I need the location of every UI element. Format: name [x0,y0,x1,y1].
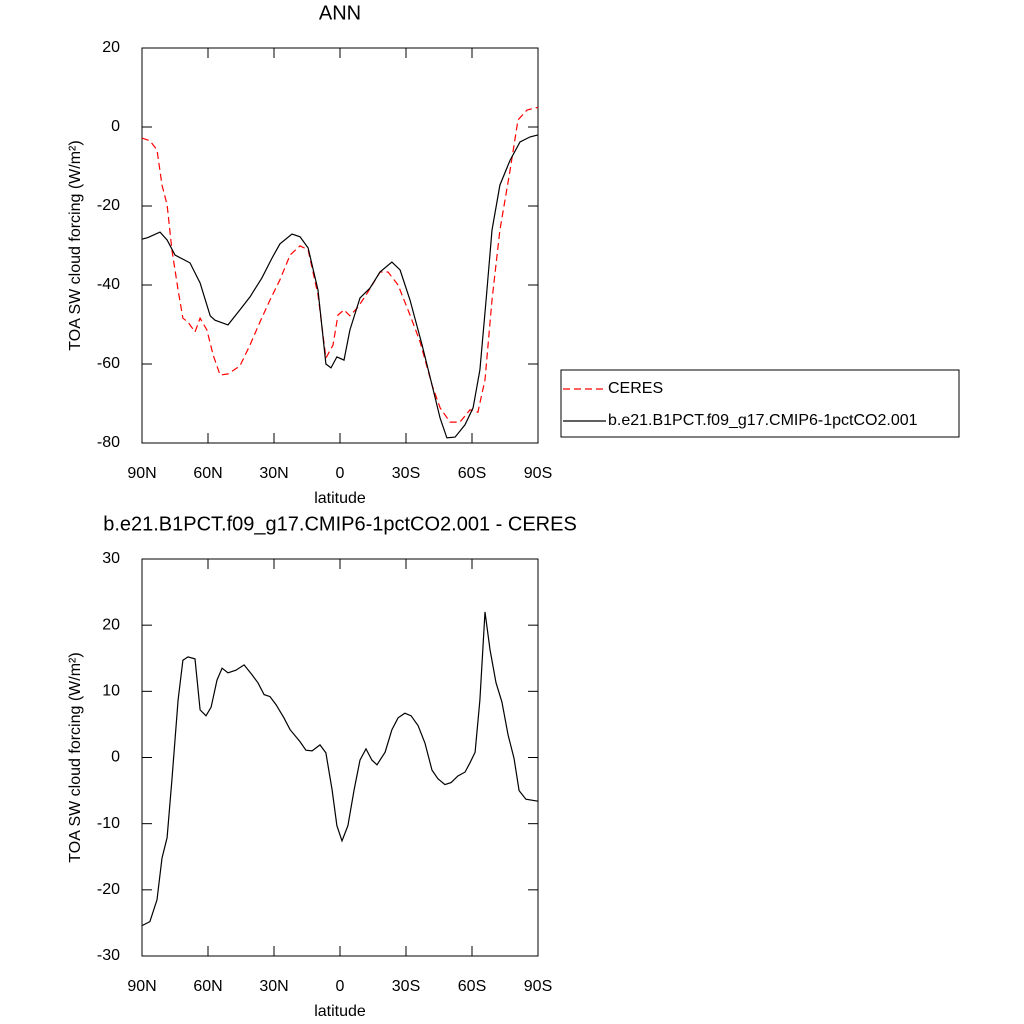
y-tick-label: 10 [102,683,120,700]
plot-frame [141,558,539,957]
x-tick-label: 90S [524,465,552,482]
data-line [141,106,539,423]
chart-title: ANN [319,2,361,24]
x-tick-label: 0 [336,978,345,995]
y-tick-label: 0 [111,749,120,766]
data-line [141,611,539,927]
data-line [141,134,539,439]
x-tick-label: 60N [193,978,222,995]
x-tick-label: 0 [336,465,345,482]
y-tick-label: -20 [97,881,120,898]
x-tick-label: 90N [127,978,156,995]
y-tick-label: -40 [97,276,120,293]
y-tick-label: -30 [97,947,120,964]
y-tick-label: -10 [97,815,120,832]
y-axis-label: TOA SW cloud forcing (W/m²) [67,140,84,350]
y-tick-label: 30 [102,550,120,567]
y-tick-label: -20 [97,197,120,214]
legend-label: b.e21.B1PCT.f09_g17.CMIP6-1pctCO2.001 [608,412,918,429]
x-tick-label: 30S [392,978,420,995]
x-tick-label: 60S [458,465,486,482]
y-tick-label: 20 [102,39,120,56]
x-tick-label: 60N [193,465,222,482]
chart-title: b.e21.B1PCT.f09_g17.CMIP6-1pctCO2.001 - … [103,513,577,535]
legend-box [560,369,960,438]
x-axis-label: latitude [314,490,366,507]
x-axis-label: latitude [314,1003,366,1020]
x-tick-label: 60S [458,978,486,995]
x-tick-label: 90S [524,978,552,995]
x-tick-label: 90N [127,465,156,482]
x-tick-label: 30N [259,978,288,995]
x-tick-label: 30S [392,465,420,482]
y-tick-label: -60 [97,355,120,372]
y-axis-label: TOA SW cloud forcing (W/m²) [67,652,84,862]
x-tick-label: 30N [259,465,288,482]
y-tick-label: 20 [102,616,120,633]
legend-label: CERES [608,380,663,397]
y-tick-label: 0 [111,118,120,135]
y-tick-label: -80 [97,434,120,451]
plot-frame [141,47,539,444]
